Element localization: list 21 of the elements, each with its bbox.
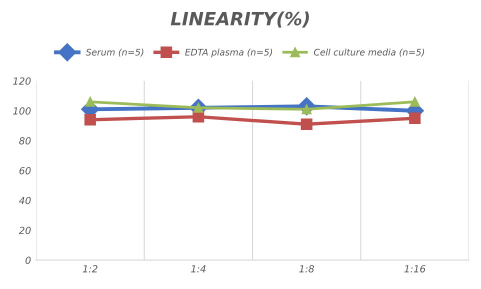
y-tick-label: 100 <box>13 107 31 115</box>
y-tick-label: 40 <box>19 196 31 204</box>
chart-title: LINEARITY(%) <box>170 12 309 28</box>
y-tick-label: 120 <box>13 77 31 85</box>
point <box>409 112 421 124</box>
y-tick-label: 60 <box>19 166 31 174</box>
point <box>192 110 204 123</box>
x-tick-label: 1:2 <box>82 265 98 272</box>
point <box>300 118 312 130</box>
x-tick-label: 1:8 <box>299 265 314 272</box>
y-tick-label: 80 <box>19 137 31 144</box>
y-tick-label: 0 <box>26 256 31 264</box>
legend-label: Cell culture media (n=5) <box>314 48 424 57</box>
x-tick-label: 1:16 <box>404 265 426 272</box>
point <box>84 114 96 126</box>
legend-label: EDTA plasma (n=5) <box>185 48 272 58</box>
point <box>410 96 420 107</box>
point <box>85 96 96 107</box>
legend-label: Serum (n=5) <box>86 48 144 57</box>
y-tick-label: 20 <box>18 226 31 234</box>
x-tick-label: 1:4 <box>191 265 206 272</box>
